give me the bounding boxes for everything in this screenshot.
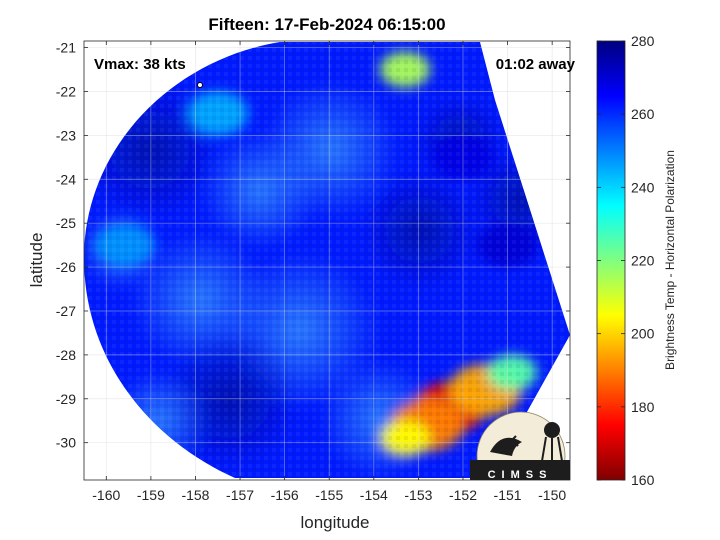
x-axis-label: longitude <box>300 513 369 532</box>
y-axis-ticks: -21 -22 -23 -24 -25 -26 -27 -28 -29 -30 <box>56 40 570 451</box>
colorbar-tick-label: 240 <box>631 179 655 195</box>
y-tick-label: -27 <box>56 303 76 319</box>
y-tick-label: -28 <box>56 347 76 363</box>
logo-building-icon <box>470 460 570 480</box>
x-tick-label: -155 <box>315 487 343 503</box>
x-tick-label: -153 <box>404 487 432 503</box>
cimss-logo: CIMSS <box>470 411 570 481</box>
x-tick-label: -152 <box>449 487 477 503</box>
y-tick-label: -25 <box>56 215 76 231</box>
x-tick-label: -154 <box>360 487 388 503</box>
y-tick-label: -22 <box>56 83 76 99</box>
grid-lines <box>84 41 570 480</box>
colorbar-tick-label: 220 <box>631 253 655 269</box>
y-tick-label: -29 <box>56 391 76 407</box>
brightness-temp-swath <box>84 42 570 478</box>
colorbar-tick-label: 260 <box>631 106 655 122</box>
x-axis-ticks: -160 -159 -158 -157 -156 -155 -154 -153 -152 -151… <box>92 41 566 503</box>
x-tick-label: -160 <box>92 487 120 503</box>
vmax-label: Vmax: 38 kts <box>94 56 186 73</box>
y-tick-label: -23 <box>56 127 76 143</box>
y-axis-label: latitude <box>27 233 46 288</box>
y-tick-label: -26 <box>56 259 76 275</box>
x-tick-label: -157 <box>226 487 254 503</box>
colorbar-label: Brightness Temp - Horizontal Polarizatio… <box>663 150 677 370</box>
axes-box <box>83 40 571 481</box>
logo-water-tower-icon <box>544 422 560 438</box>
logo-text: CIMSS <box>488 469 553 481</box>
x-tick-label: -150 <box>538 487 566 503</box>
storm-marker-icon <box>197 82 203 88</box>
plot-title: Fifteen: 17-Feb-2024 06:15:00 <box>208 15 445 34</box>
y-tick-label: -21 <box>56 40 76 56</box>
y-tick-label: -24 <box>56 171 76 187</box>
colorbar-tick-label: 160 <box>631 472 655 488</box>
colorbar-ticks: 280 260 240 220 200 180 160 <box>597 33 655 488</box>
colorbar-gradient <box>596 40 626 481</box>
x-tick-label: -158 <box>181 487 209 503</box>
time-away-label: 01:02 away <box>496 56 576 73</box>
colorbar-tick-label: 200 <box>631 326 655 342</box>
y-tick-label: -30 <box>56 435 76 451</box>
x-tick-label: -151 <box>494 487 522 503</box>
x-tick-label: -156 <box>271 487 299 503</box>
colorbar-tick-label: 180 <box>631 399 655 415</box>
x-tick-label: -159 <box>137 487 165 503</box>
colorbar-tick-label: 280 <box>631 33 655 49</box>
colorbar: 280 260 240 220 200 180 160 Brightness Temp - … <box>596 33 677 488</box>
